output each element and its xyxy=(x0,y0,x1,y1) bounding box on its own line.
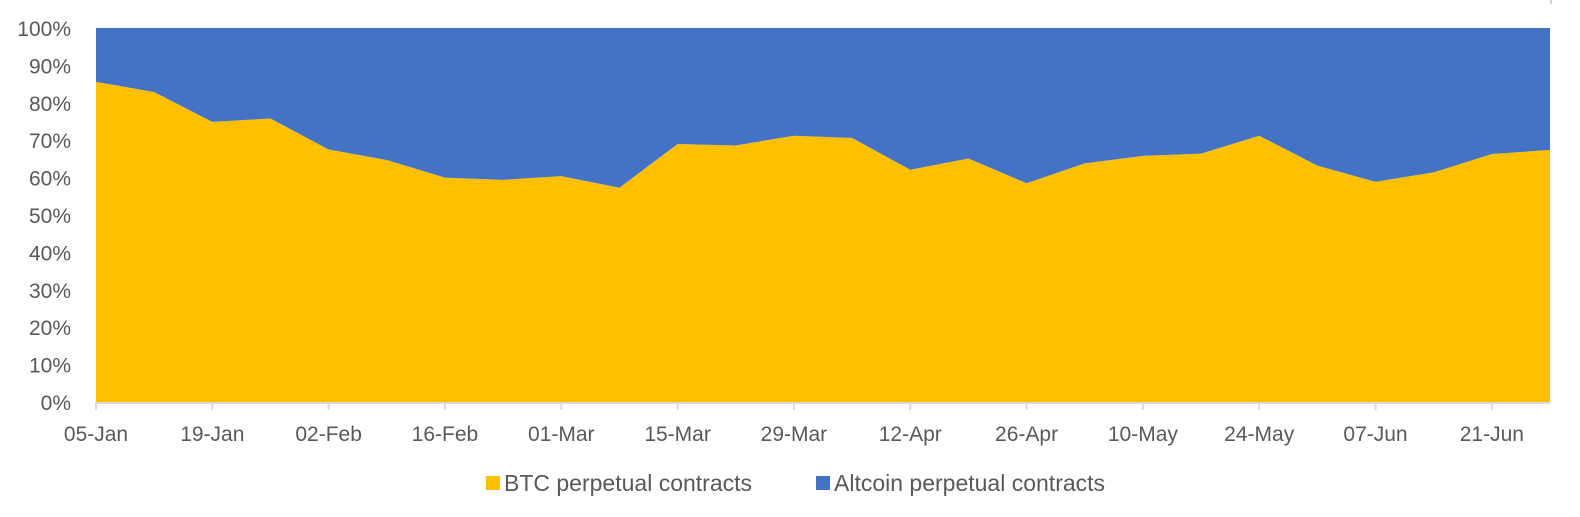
plot-area xyxy=(96,28,1550,403)
x-tick-label: 05-Jan xyxy=(64,423,128,446)
area-series-0 xyxy=(96,81,1550,403)
y-tick-label: 0% xyxy=(41,392,71,415)
y-tick-label: 10% xyxy=(29,355,71,378)
x-tick-label: 19-Jan xyxy=(180,423,244,446)
x-tick-label: 07-Jun xyxy=(1343,423,1407,446)
corner-mark xyxy=(1550,0,1552,4)
area-series-1 xyxy=(96,28,1550,188)
x-tick-label: 15-Mar xyxy=(644,423,711,446)
x-tick-label: 16-Feb xyxy=(412,423,479,446)
legend-swatch-altcoin-icon xyxy=(816,476,830,490)
y-tick-label: 50% xyxy=(29,205,71,228)
x-tick-label: 26-Apr xyxy=(995,423,1058,446)
legend: BTC perpetual contracts Altcoin perpetua… xyxy=(0,466,1580,500)
x-tick-label: 10-May xyxy=(1108,423,1179,446)
legend-item-altcoin[interactable]: Altcoin perpetual contracts xyxy=(816,466,1105,500)
legend-label-altcoin: Altcoin perpetual contracts xyxy=(834,469,1106,496)
x-axis: 05-Jan 19-Jan 02-Feb 16-Feb 01-Mar 15-Mar 29-M… xyxy=(64,402,1550,446)
legend-item-btc[interactable]: BTC perpetual contracts xyxy=(486,466,752,500)
y-axis: 0% 10% 20% 30% 40% 50% 60% 70% 80% 90% 100% xyxy=(17,18,71,415)
y-tick-label: 90% xyxy=(29,55,71,78)
y-tick-label: 70% xyxy=(29,130,71,153)
x-tick-label: 12-Apr xyxy=(879,423,942,446)
x-tick-label: 29-Mar xyxy=(761,423,828,446)
y-tick-label: 40% xyxy=(29,242,71,265)
legend-swatch-btc-icon xyxy=(486,476,500,490)
y-tick-label: 100% xyxy=(17,18,71,41)
x-tick-label: 01-Mar xyxy=(528,423,595,446)
legend-label-btc: BTC perpetual contracts xyxy=(504,469,753,496)
x-tick-label: 02-Feb xyxy=(295,423,362,446)
x-tick-label: 21-Jun xyxy=(1460,423,1524,446)
y-tick-label: 60% xyxy=(29,168,71,191)
y-tick-label: 30% xyxy=(29,280,71,303)
x-tick-label: 24-May xyxy=(1224,423,1295,446)
y-tick-label: 20% xyxy=(29,317,71,340)
y-tick-label: 80% xyxy=(29,93,71,116)
